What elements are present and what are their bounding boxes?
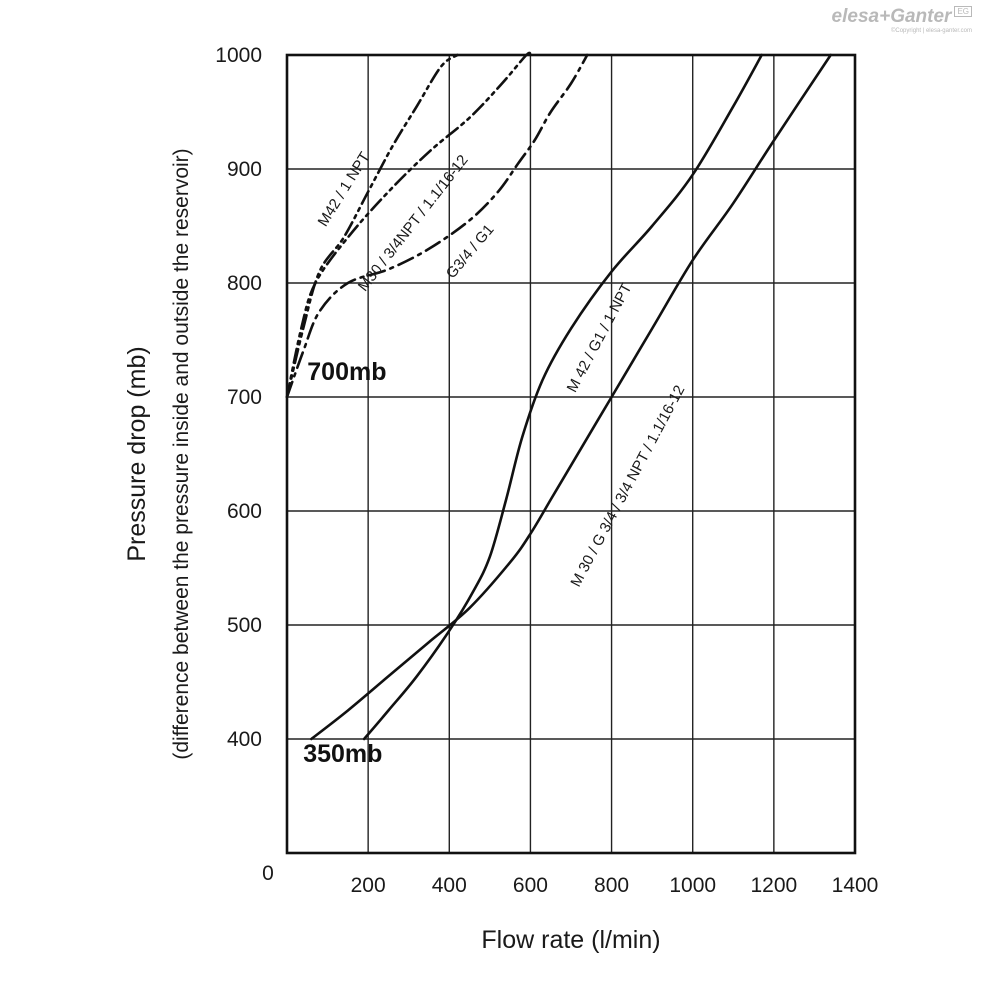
plot-frame [285, 53, 857, 855]
origin-label: 0 [262, 862, 274, 885]
y-axis-subtitle: (difference between the pressure inside … [170, 148, 193, 759]
y-tick-label: 900 [227, 158, 262, 181]
y-tick-label: 800 [227, 272, 262, 295]
annotation-label-1: 350mb [303, 740, 382, 768]
y-tick-label: 1000 [215, 44, 262, 67]
series-label-0: M42 / 1 NPT [315, 149, 374, 229]
series-group [285, 51, 832, 741]
y-axis-title: Pressure drop (mb) [123, 346, 151, 561]
x-tick-label: 400 [432, 874, 467, 897]
series-line-0 [285, 53, 459, 399]
y-tick-label: 400 [227, 728, 262, 751]
annotation-label-0: 700mb [307, 358, 386, 386]
series-line-1 [285, 51, 532, 399]
brand-logo-badge: EG [954, 6, 972, 17]
series-line-2 [285, 53, 589, 399]
y-tick-label: 500 [227, 614, 262, 637]
x-axis-title: Flow rate (l/min) [481, 926, 660, 954]
x-tick-label: 600 [513, 874, 548, 897]
series-label-3: M 42 / G1 / 1 NPT [564, 281, 636, 396]
x-tick-label: 1000 [669, 874, 716, 897]
brand-copyright: ©Copyright | elesa-ganter.com [890, 28, 972, 34]
tick-labels: 200 400 600 800 1000 1200 1400 400 500 600 700 800 9… [215, 44, 878, 897]
annotations: 700mb 350mb [303, 358, 386, 768]
x-tick-label: 1400 [832, 874, 879, 897]
series-line-3 [362, 53, 763, 741]
y-tick-label: 700 [227, 386, 262, 409]
brand-logo-name: elesa+Ganter [831, 6, 952, 27]
y-tick-label: 600 [227, 500, 262, 523]
grid-lines [287, 55, 855, 853]
x-tick-label: 200 [351, 874, 386, 897]
x-tick-label: 1200 [750, 874, 797, 897]
brand-logo: elesa+Ganter EG ©Copyright | elesa-ganter… [832, 6, 972, 34]
series-line-4 [310, 53, 832, 741]
series-label-4: M 30 / G 3/4 / 3/4 NPT / 1.1/16-12 [567, 382, 688, 589]
x-tick-label: 800 [594, 874, 629, 897]
series-label-2: G3/4 / G1 [443, 221, 498, 282]
